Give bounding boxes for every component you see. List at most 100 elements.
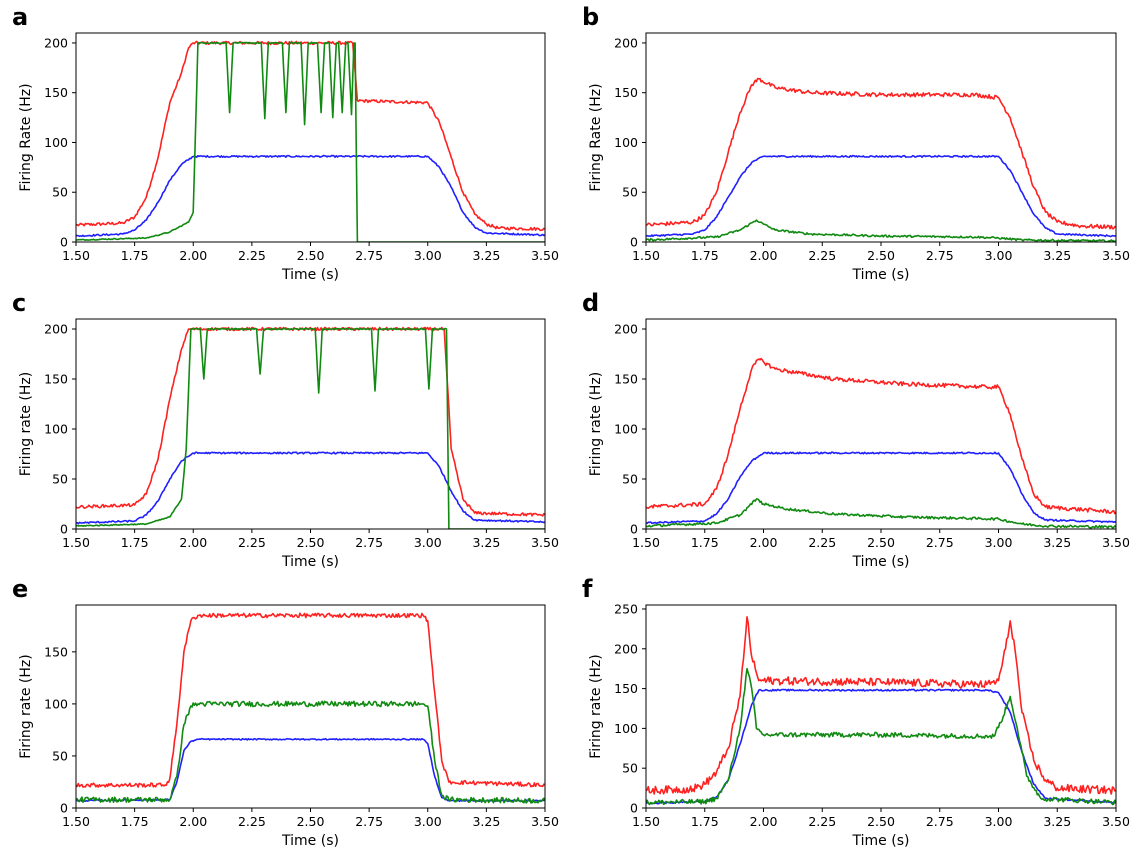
x-tick-label: 2.50 [867,535,895,550]
x-tick-label: 3.25 [472,814,500,829]
series-group [76,326,545,529]
series-line-red [76,40,545,232]
series-line-red [646,616,1116,795]
y-tick-label: 200 [614,322,638,337]
panel-f: 1.50 1.75 2.00 2.25 2.50 2.75 3.00 3.25 3.50 0 50 1… [582,575,1130,849]
series-line-blue [646,154,1116,238]
y-tick-label: 150 [614,681,638,696]
x-tick-label: 1.50 [62,248,90,263]
x-tick-label: 3.00 [414,535,442,550]
panel-d: 1.50 1.75 2.00 2.25 2.50 2.75 3.00 3.25 3.50 0 50 1… [582,289,1130,570]
x-axis-label: Time (s) [852,833,910,849]
x-tick-label: 2.75 [926,248,954,263]
y-tick-label: 250 [614,601,638,616]
x-tick-label: 1.50 [632,248,660,263]
x-tick-label: 3.50 [531,248,559,263]
x-tick-label: 3.50 [1102,535,1130,550]
x-tick-label: 3.50 [531,814,559,829]
x-tick-label: 3.50 [1102,814,1130,829]
y-tick-label: 150 [44,644,68,659]
plot-frame [645,318,1117,530]
series-line-green [76,700,545,804]
series-line-blue [76,737,545,803]
plot-frame [75,604,546,809]
y-axis-label: Firing Rate (Hz) [588,83,604,191]
y-tick-label: 200 [614,641,638,656]
x-tick-label: 2.50 [867,248,895,263]
y-axis-label: Firing rate (Hz) [18,372,34,476]
x-tick-label: 2.00 [179,535,207,550]
panel-b: 1.50 1.75 2.00 2.25 2.50 2.75 3.00 3.25 3.50 0 50 1… [582,3,1130,283]
y-tick-label: 150 [44,372,68,387]
x-tick-label: 2.75 [355,248,383,263]
y-tick-label: 200 [614,35,638,50]
x-tick-label: 2.00 [750,535,778,550]
y-axis-label: Firing rate (Hz) [588,654,604,758]
series-line-green [646,498,1116,529]
y-tick-label: 100 [614,422,638,437]
x-tick-label: 1.75 [121,814,149,829]
series-group [646,357,1116,529]
y-tick-label: 50 [52,748,68,763]
y-tick-label: 100 [614,135,638,150]
x-tick-label: 2.50 [297,535,325,550]
x-tick-label: 3.50 [1102,248,1130,263]
y-tick-label: 150 [44,85,68,100]
panel-label: e [12,575,28,603]
series-line-blue [76,154,545,238]
plot-frame [645,604,1117,809]
panel-label: a [12,3,28,31]
series-line-green [646,219,1116,242]
series-group [646,616,1116,806]
x-tick-label: 1.75 [691,814,719,829]
x-tick-label: 3.00 [414,814,442,829]
y-axis-label: Firing rate (Hz) [18,654,34,758]
series-line-red [76,612,545,788]
series-group [76,612,545,804]
y-tick-label: 100 [44,422,68,437]
series-line-blue [76,451,545,525]
x-tick-label: 2.75 [926,535,954,550]
x-axis-label: Time (s) [852,554,910,570]
x-tick-label: 1.50 [62,535,90,550]
x-tick-label: 3.25 [472,535,500,550]
x-tick-label: 3.00 [985,814,1013,829]
x-tick-label: 2.25 [238,814,266,829]
y-tick-label: 200 [44,35,68,50]
x-tick-label: 3.00 [985,535,1013,550]
y-tick-label: 100 [614,721,638,736]
x-tick-label: 1.50 [632,535,660,550]
x-tick-label: 2.50 [297,814,325,829]
x-axis-label: Time (s) [281,267,339,283]
series-group [76,40,545,242]
x-tick-label: 3.25 [1043,535,1071,550]
x-tick-label: 2.00 [179,248,207,263]
x-tick-label: 3.00 [414,248,442,263]
y-tick-label: 0 [60,522,68,537]
series-line-red [646,77,1116,230]
y-tick-label: 0 [630,801,638,816]
panel-c: 1.50 1.75 2.00 2.25 2.50 2.75 3.00 3.25 3.50 0 50 1… [12,289,559,570]
panel-label: d [582,289,599,317]
series-group [646,77,1116,242]
panel-e: 1.50 1.75 2.00 2.25 2.50 2.75 3.00 3.25 3.50 0 50 1… [12,575,559,849]
y-axis-label: Firing Rate (Hz) [18,83,34,191]
y-tick-label: 0 [60,801,68,816]
series-line-blue [646,451,1116,525]
x-tick-label: 1.50 [62,814,90,829]
x-tick-label: 3.25 [472,248,500,263]
x-tick-label: 3.25 [1043,814,1071,829]
x-tick-label: 2.25 [238,248,266,263]
series-line-red [646,357,1116,515]
x-tick-label: 3.50 [531,535,559,550]
y-axis-label: Firing rate (Hz) [588,372,604,476]
x-tick-label: 2.75 [355,535,383,550]
x-tick-label: 3.25 [1043,248,1071,263]
x-tick-label: 1.75 [121,248,149,263]
y-tick-label: 150 [614,85,638,100]
y-tick-label: 0 [60,235,68,250]
x-axis-label: Time (s) [281,833,339,849]
y-tick-label: 50 [622,185,638,200]
x-tick-label: 2.00 [750,814,778,829]
